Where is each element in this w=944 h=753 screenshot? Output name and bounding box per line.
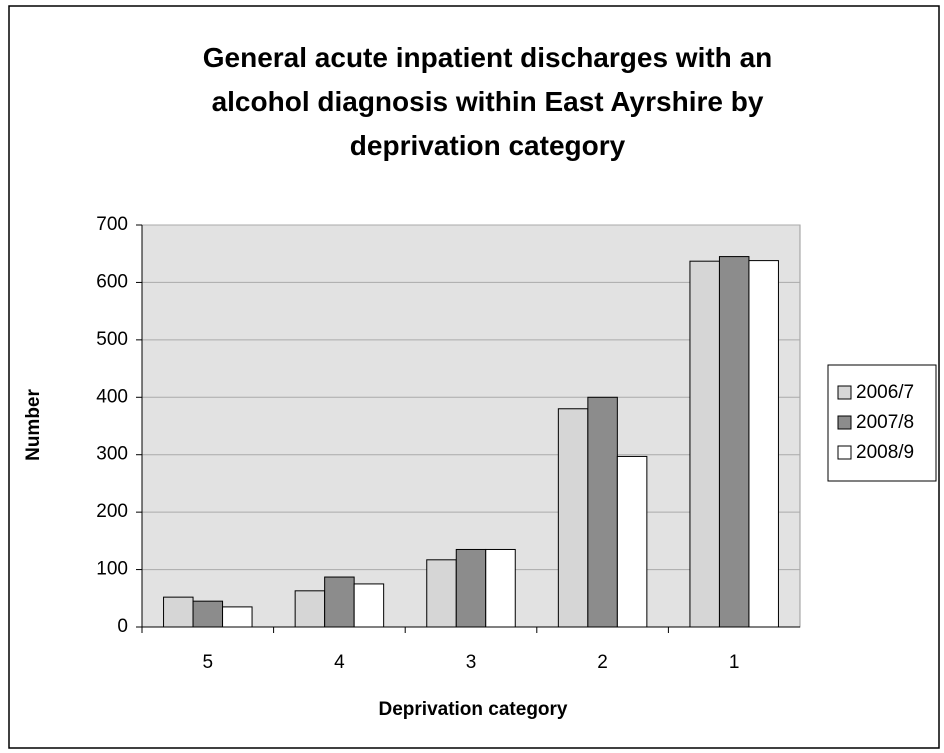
legend-swatch [837, 445, 852, 460]
bar [485, 548, 516, 628]
bar [689, 260, 720, 628]
bar [587, 396, 618, 628]
bar [324, 576, 355, 628]
x-axis-label: Deprivation category [379, 699, 568, 720]
y-axis-label: Number [23, 389, 44, 461]
bar [748, 260, 779, 628]
bar [455, 548, 487, 628]
y-tick-label: 600 [96, 271, 128, 292]
x-tick-label: 5 [203, 652, 214, 673]
bar [426, 559, 457, 628]
bar [222, 606, 253, 628]
bar [616, 455, 648, 628]
y-tick-label: 500 [96, 329, 128, 350]
bar [718, 256, 750, 628]
x-tick-label: 2 [597, 652, 608, 673]
y-tick-label: 100 [96, 559, 128, 580]
bar [163, 596, 194, 628]
legend-swatch [837, 385, 852, 400]
x-tick-label: 4 [334, 652, 345, 673]
y-tick-label: 700 [96, 214, 128, 235]
bar [353, 583, 385, 628]
legend-label: 2006/7 [856, 382, 914, 403]
x-tick-label: 3 [466, 652, 477, 673]
legend-label: 2007/8 [856, 412, 914, 433]
bar [557, 408, 589, 628]
y-tick-label: 300 [96, 444, 128, 465]
x-tick-label: 1 [729, 652, 740, 673]
chart-title: General acute inpatient discharges with … [202, 42, 773, 161]
y-tick-label: 200 [96, 501, 128, 522]
legend-label: 2008/9 [856, 442, 914, 463]
bar [192, 600, 224, 628]
legend-swatch [837, 415, 852, 430]
y-tick-label: 0 [117, 616, 128, 637]
bar [294, 590, 326, 628]
y-tick-label: 400 [96, 386, 128, 407]
